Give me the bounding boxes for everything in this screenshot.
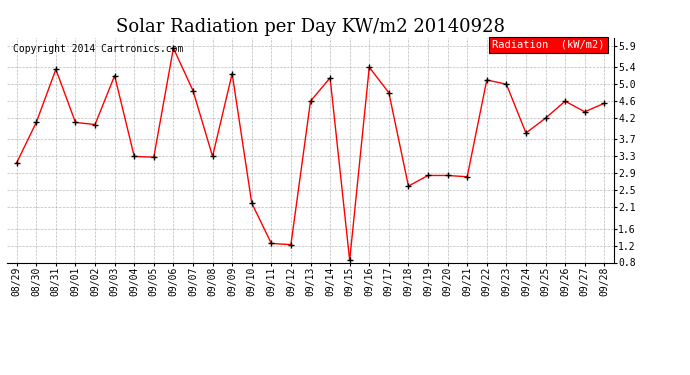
Title: Solar Radiation per Day KW/m2 20140928: Solar Radiation per Day KW/m2 20140928 <box>116 18 505 36</box>
Text: Radiation  (kW/m2): Radiation (kW/m2) <box>493 40 605 50</box>
Text: Copyright 2014 Cartronics.com: Copyright 2014 Cartronics.com <box>13 44 184 54</box>
